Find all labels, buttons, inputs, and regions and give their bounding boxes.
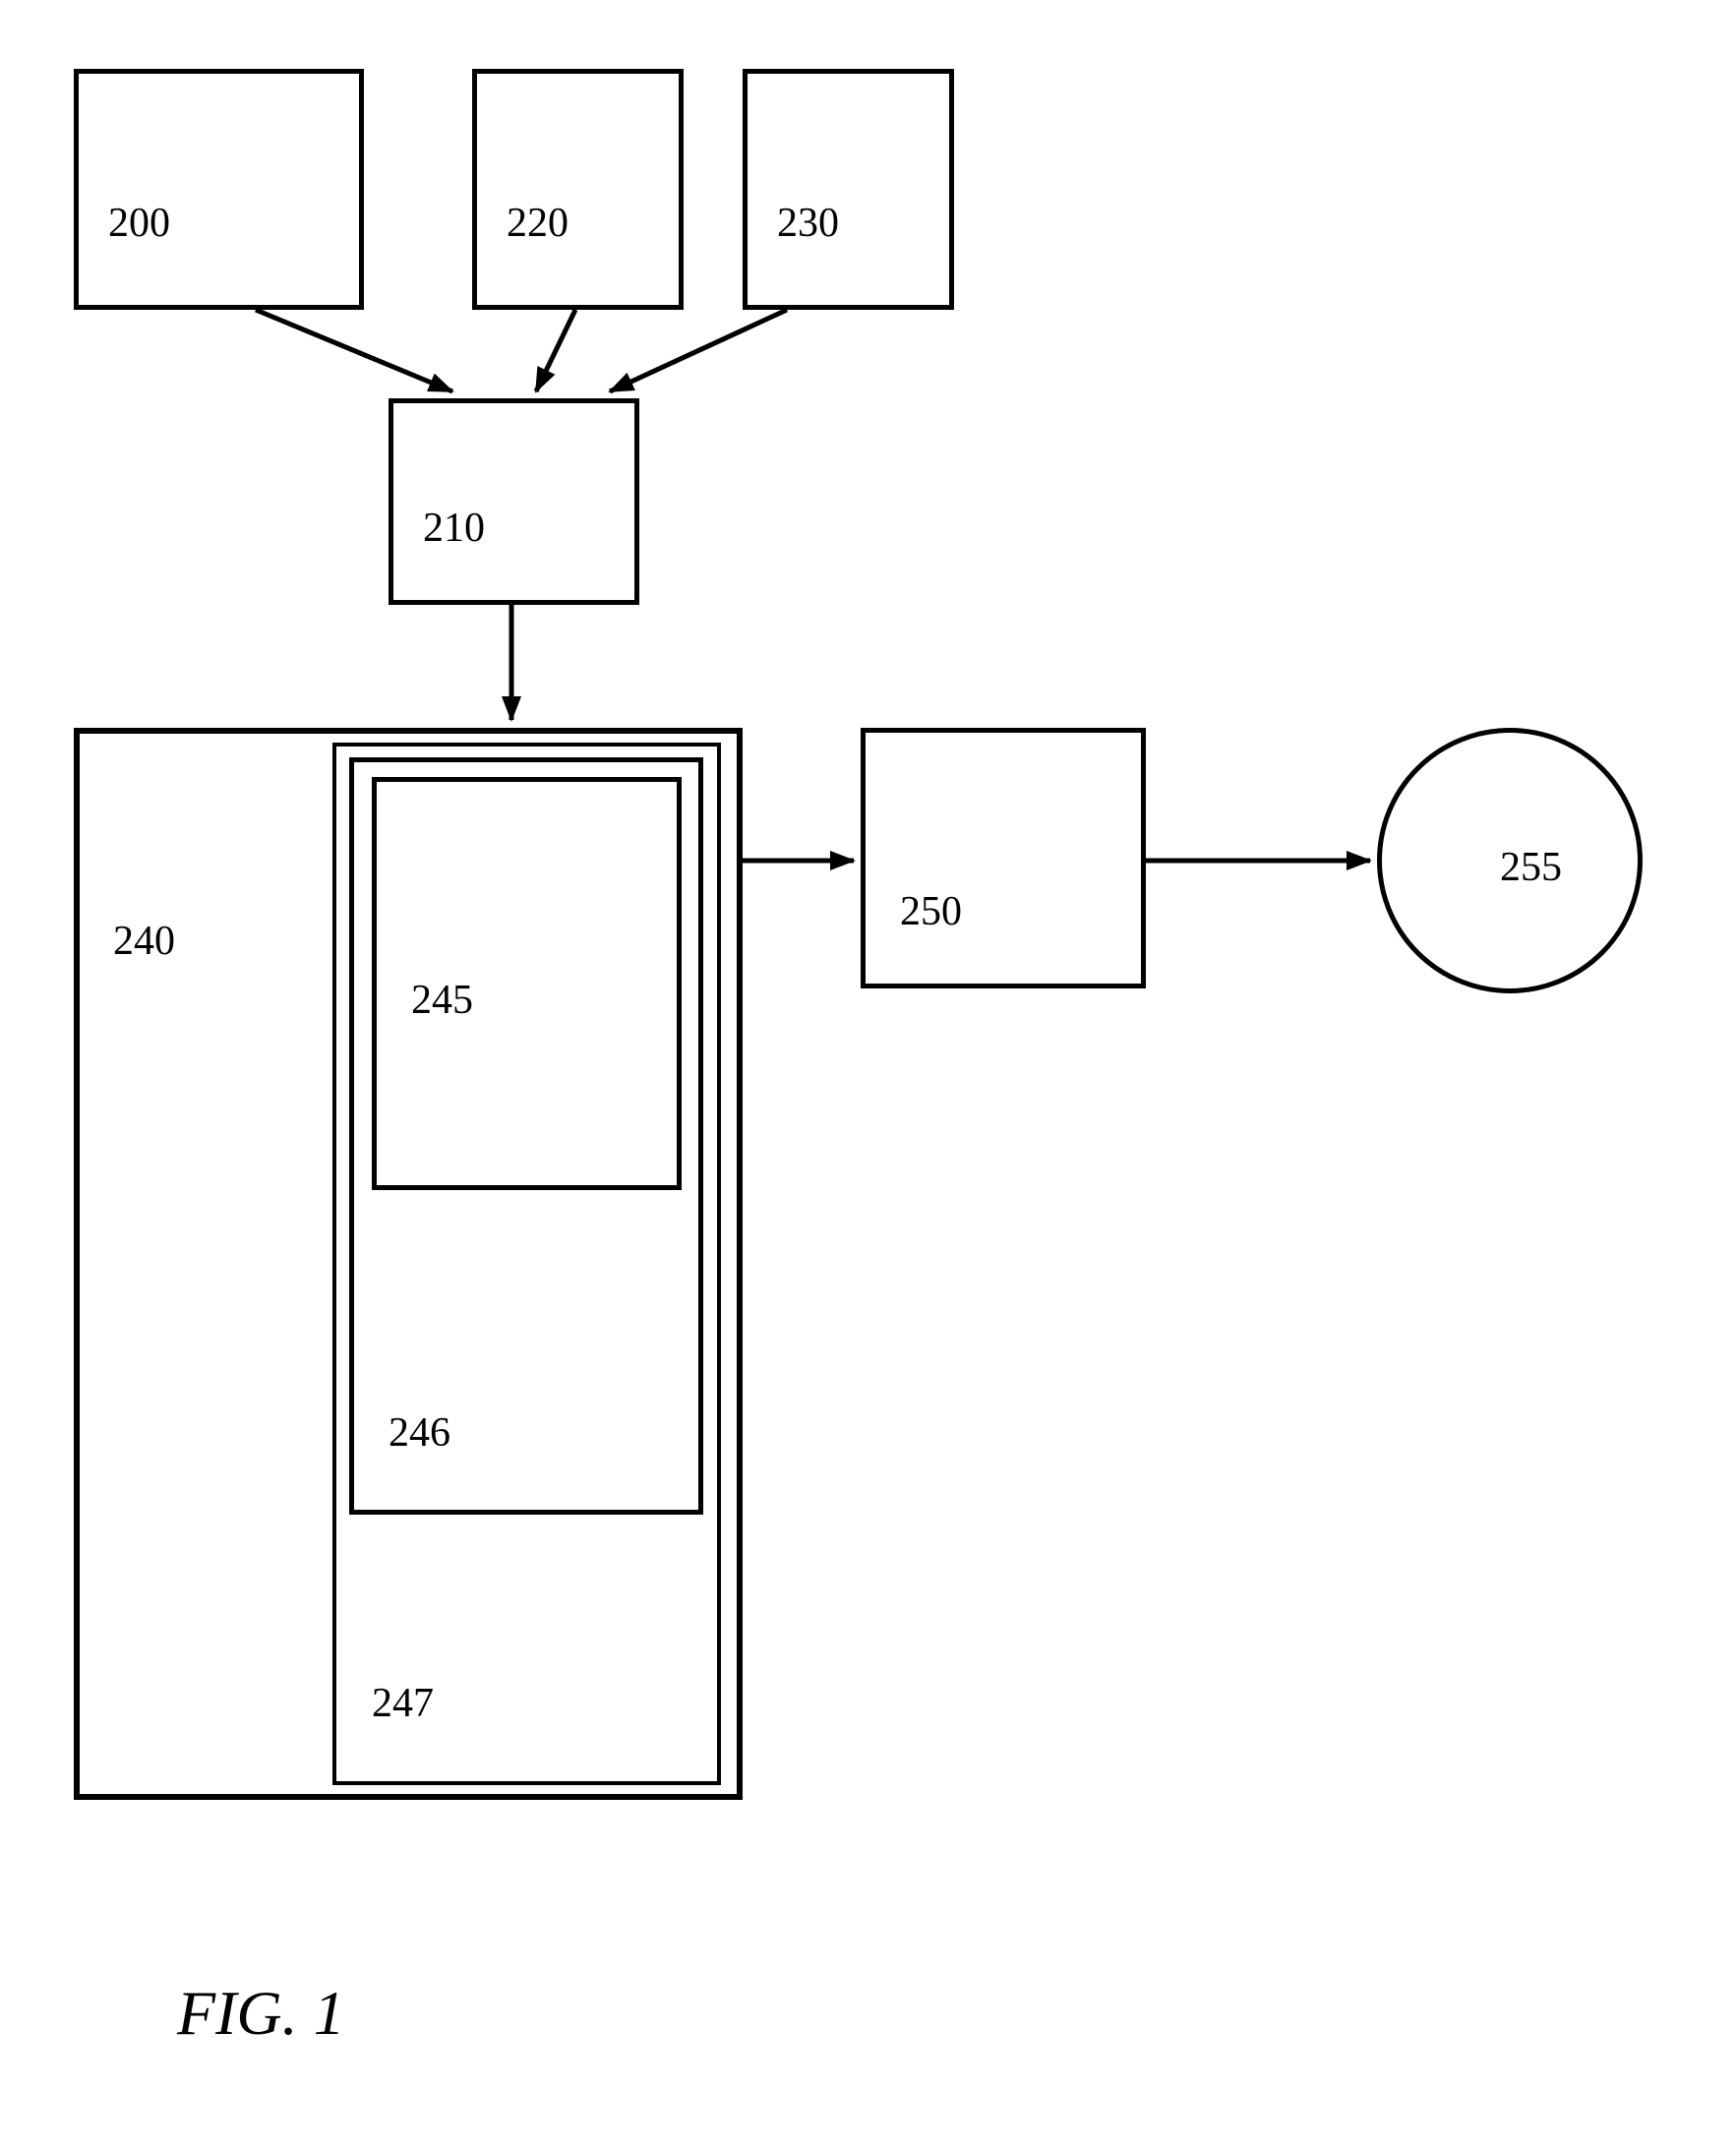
label-255: 255 [1500,844,1562,891]
label-247: 247 [372,1680,434,1727]
node-230 [743,69,954,310]
node-200 [74,69,364,310]
label-245: 245 [411,977,473,1024]
edge [536,310,575,391]
label-240: 240 [113,918,175,965]
edge [256,310,452,391]
edge [610,310,787,391]
label-200: 200 [108,200,170,247]
label-210: 210 [423,505,485,552]
label-220: 220 [507,200,569,247]
label-250: 250 [900,888,962,935]
node-210 [389,398,639,605]
node-220 [472,69,684,310]
figure-stage: 200 220 230 210 240 247 246 245 250 255 … [0,0,1736,2151]
label-246: 246 [389,1409,450,1457]
figure-caption: FIG. 1 [177,1977,345,2050]
label-230: 230 [777,200,839,247]
node-250 [861,728,1146,988]
